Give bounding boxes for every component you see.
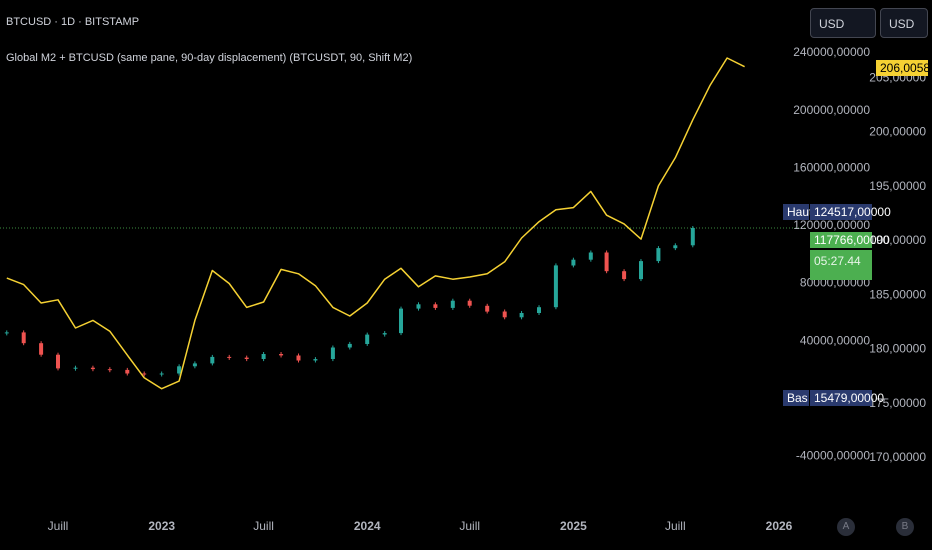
- btc-candle: [4, 332, 9, 334]
- btc-candle: [125, 369, 130, 374]
- btc-candle: [39, 343, 44, 355]
- btc-candle: [656, 248, 661, 262]
- btc-candle: [537, 307, 541, 313]
- left-axis-tick-label: -40000,00000: [796, 449, 870, 463]
- indicator-title[interactable]: Global M2 + BTCUSD (same pane, 90-day di…: [6, 52, 413, 64]
- btc-candle: [261, 354, 266, 359]
- btc-candle: [416, 304, 421, 309]
- right-axis-tick-label: 195,00000: [869, 179, 926, 193]
- left-axis-tick-label: 240000,00000: [793, 45, 870, 59]
- btc-candle: [571, 259, 576, 266]
- btc-candle: [107, 369, 112, 371]
- btc-candle: [279, 354, 284, 356]
- btc-candle: [159, 373, 164, 375]
- btc-candle: [177, 366, 182, 374]
- btc-candle: [485, 305, 490, 312]
- btc-candle: [382, 333, 387, 335]
- btc-candle: [399, 308, 403, 334]
- btc-candle: [73, 367, 78, 369]
- x-tick-label: 2023: [148, 519, 175, 533]
- btc-candle: [433, 304, 438, 308]
- left-axis-tick-label: 40000,00000: [800, 333, 870, 347]
- auto-scale-button[interactable]: A: [837, 518, 855, 536]
- x-tick-label: Juill: [665, 519, 686, 533]
- right-axis-tick-label: 180,00000: [869, 342, 926, 356]
- right-axis-tick-label: 185,00000: [869, 287, 926, 301]
- current-price-tag: 117766,00000: [810, 232, 890, 248]
- x-tick-label: 2026: [766, 519, 793, 533]
- btc-candle: [296, 355, 301, 361]
- btc-candle: [330, 347, 335, 359]
- right-axis-tick-label: 200,00000: [869, 125, 926, 139]
- high-label: Haut: [783, 204, 812, 220]
- high-value-tag: 124517,00000: [810, 204, 891, 220]
- btc-candle: [622, 271, 627, 280]
- btc-candle: [227, 356, 232, 358]
- btc-candle: [553, 265, 558, 308]
- symbol-title[interactable]: BTCUSD · 1D · BITSTAMP: [6, 16, 140, 28]
- scale-b-button[interactable]: B: [896, 518, 914, 536]
- left-axis-tick-label: 120000,00000: [793, 218, 870, 232]
- btcusd-candles: [4, 226, 695, 377]
- global-m2-line: [6, 57, 745, 390]
- x-tick-label: Juill: [253, 519, 274, 533]
- btc-candle: [673, 245, 678, 249]
- btc-candle: [244, 357, 249, 359]
- btc-candle: [142, 373, 147, 375]
- btc-candle: [347, 343, 352, 348]
- left-axis-tick-label: 160000,00000: [793, 161, 870, 175]
- btc-candle: [450, 300, 455, 308]
- btc-candle: [639, 261, 643, 280]
- btc-candle: [502, 311, 507, 318]
- bar-countdown: 05:27.44: [810, 250, 872, 280]
- btc-candle: [365, 334, 370, 344]
- left-axis-tick-label: 200000,00000: [793, 103, 870, 117]
- btc-candle: [313, 359, 318, 361]
- low-label: Bas: [783, 390, 809, 406]
- right-axis-tick-label: 175,00000: [869, 396, 926, 410]
- right-axis-tick-label: 190,00000: [869, 233, 926, 247]
- btc-candle: [21, 332, 26, 344]
- x-tick-label: 2025: [560, 519, 587, 533]
- btc-candle: [467, 300, 472, 306]
- btc-candle: [210, 356, 215, 364]
- currency-button-left[interactable]: USD: [810, 8, 876, 38]
- btc-candle: [604, 252, 609, 272]
- btc-candle: [192, 363, 197, 367]
- btc-candle: [690, 228, 695, 246]
- btc-candle: [519, 313, 524, 318]
- btc-candle: [56, 354, 60, 369]
- x-tick-label: 2024: [354, 519, 381, 533]
- m2-last-value-tag: 206,00586: [876, 60, 932, 76]
- currency-button-right[interactable]: USD: [880, 8, 928, 38]
- low-value-tag: 15479,00000: [810, 390, 884, 406]
- x-tick-label: Juill: [459, 519, 480, 533]
- btc-candle: [588, 252, 593, 260]
- x-tick-label: Juill: [48, 519, 69, 533]
- btc-candle: [90, 367, 95, 370]
- right-axis-tick-label: 170,00000: [869, 450, 926, 464]
